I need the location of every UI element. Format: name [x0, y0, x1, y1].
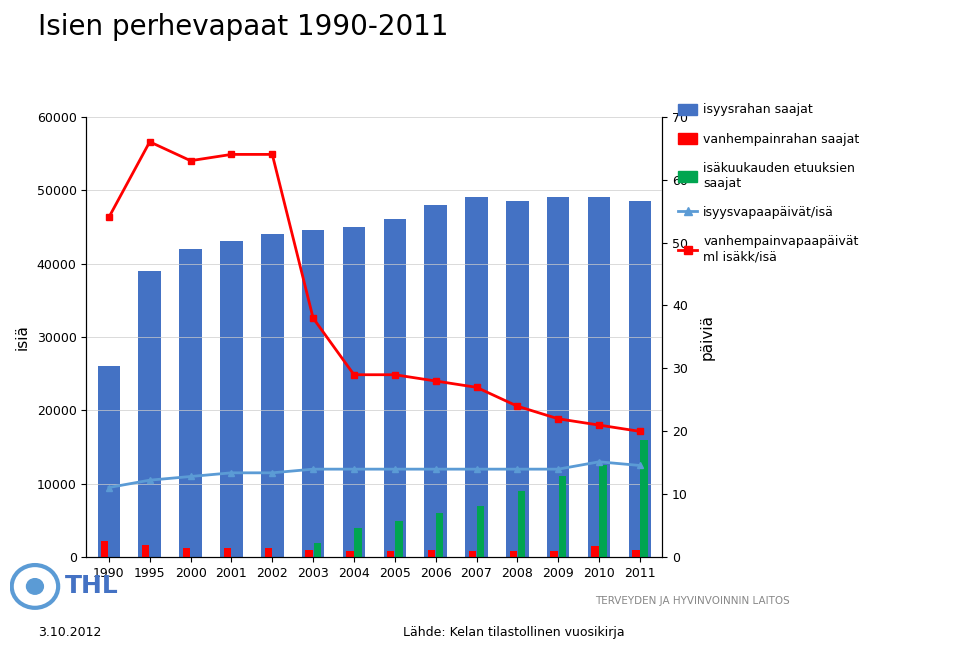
Bar — [265, 548, 272, 557]
Bar — [477, 506, 484, 557]
Bar — [629, 201, 651, 557]
Bar — [138, 271, 161, 557]
Bar — [224, 548, 231, 557]
Bar — [354, 528, 362, 557]
Bar — [387, 551, 395, 557]
Y-axis label: isiä: isiä — [14, 324, 30, 350]
Bar — [547, 198, 569, 557]
Bar — [98, 366, 120, 557]
Text: THL: THL — [64, 574, 118, 599]
Bar — [261, 234, 283, 557]
Bar — [301, 231, 324, 557]
Text: TERVEYDEN JA HYVINVOINNIN LAITOS: TERVEYDEN JA HYVINVOINNIN LAITOS — [595, 596, 790, 607]
Y-axis label: päiviä: päiviä — [699, 314, 714, 360]
Bar — [550, 551, 558, 557]
Bar — [142, 545, 150, 557]
Text: 3.10.2012: 3.10.2012 — [38, 626, 102, 639]
Bar — [314, 542, 321, 557]
Bar — [180, 249, 202, 557]
Bar — [506, 201, 529, 557]
Bar — [384, 220, 406, 557]
Bar — [396, 520, 402, 557]
Text: Lähde: Kelan tilastollinen vuosikirja: Lähde: Kelan tilastollinen vuosikirja — [403, 626, 625, 639]
Bar — [591, 546, 599, 557]
Bar — [347, 551, 353, 557]
Bar — [220, 242, 243, 557]
Bar — [305, 550, 313, 557]
Bar — [640, 440, 648, 557]
Bar — [588, 198, 611, 557]
Bar — [466, 198, 488, 557]
Bar — [468, 551, 476, 557]
Bar — [559, 476, 566, 557]
Bar — [436, 513, 444, 557]
Legend: isyysrahan saajat, vanhempainrahan saajat, isäkuukauden etuuksien
saajat, isyysv: isyysrahan saajat, vanhempainrahan saaja… — [679, 104, 859, 264]
Bar — [599, 465, 607, 557]
Bar — [343, 227, 365, 557]
Bar — [428, 550, 435, 557]
Bar — [424, 205, 447, 557]
Bar — [517, 491, 525, 557]
Text: Isien perhevapaat 1990-2011: Isien perhevapaat 1990-2011 — [38, 13, 449, 41]
Bar — [101, 541, 108, 557]
Bar — [182, 548, 190, 557]
Circle shape — [27, 579, 43, 594]
Bar — [633, 550, 639, 557]
Bar — [510, 551, 517, 557]
